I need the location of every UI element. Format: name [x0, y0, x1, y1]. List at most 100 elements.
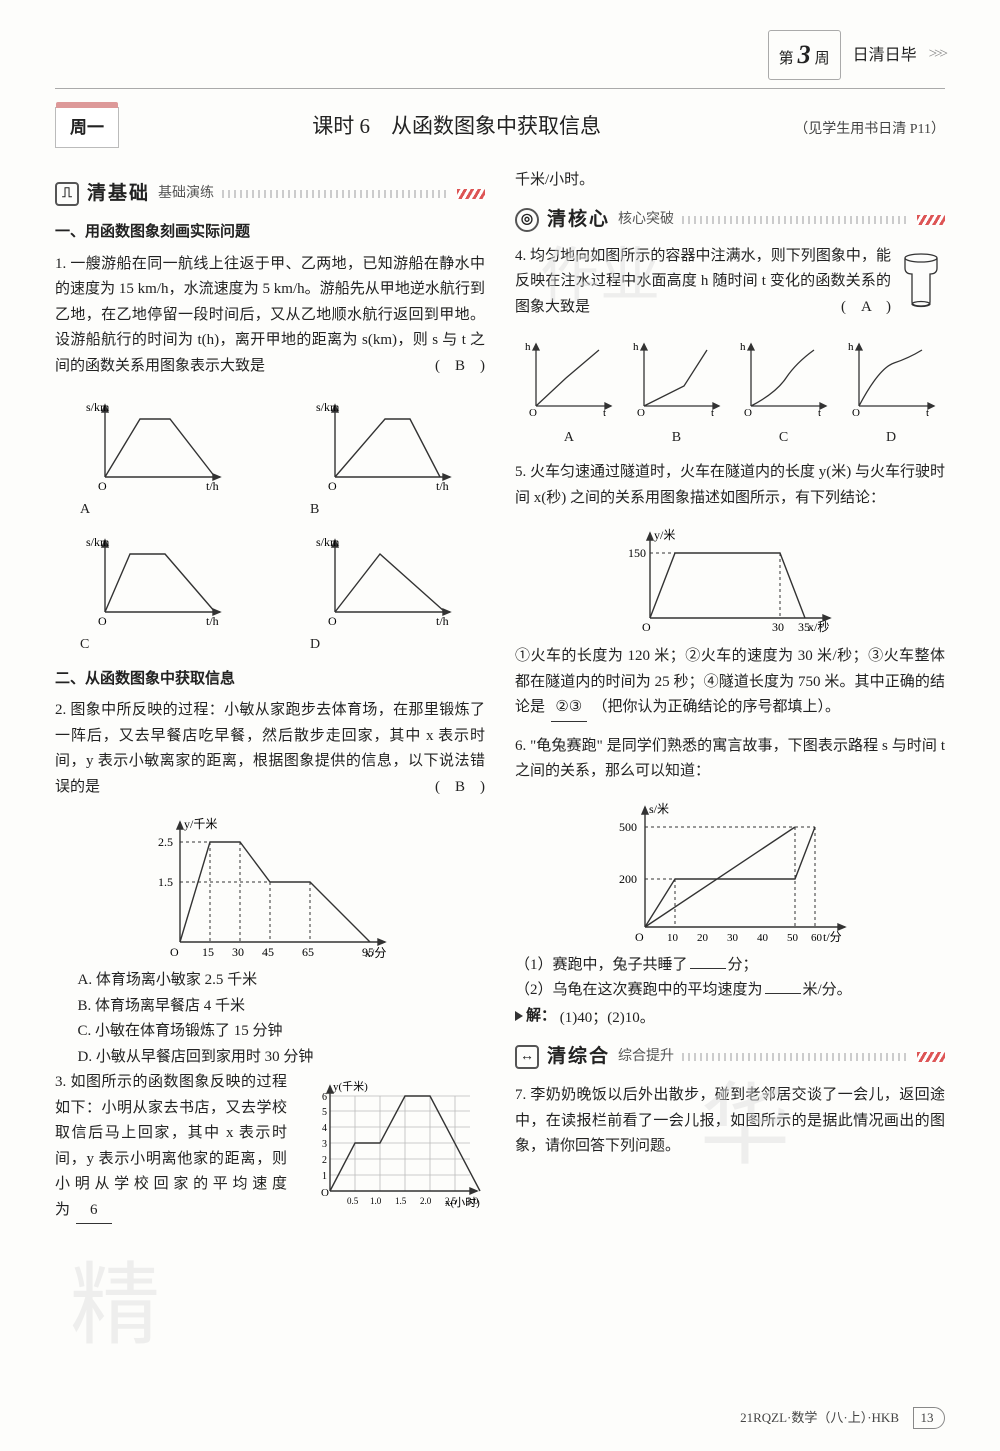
svg-text:50: 50: [787, 932, 799, 944]
svg-text:95: 95: [362, 945, 374, 959]
svg-text:30: 30: [772, 620, 784, 634]
svg-text:O: O: [170, 945, 179, 959]
svg-text:15: 15: [202, 945, 214, 959]
q2-opt-d: D. 小敏从早餐店回到家用时 30 分钟: [55, 1045, 485, 1071]
q6-graph: s/米 t/分 500 200 O 1020 3040 5060: [605, 797, 855, 947]
question-2: 2. 图象中所反映的过程：小敏从家跑步去体育场，在那里锻炼了一阵后，又去早餐店吃…: [55, 698, 485, 800]
q1-label-d: D: [310, 633, 460, 657]
content-columns: ⎍ 清基础 基础演练 一、用函数图象刻画实际问题 1. 一艘游船在同一航线上往返…: [55, 168, 945, 1236]
q2-opt-c: C. 小敏在体育场锻炼了 15 分钟: [55, 1019, 485, 1045]
q3-text: 3. 如图所示的函数图象反映的过程如下：小明从家去书店，又去学校取信后马上回家，…: [55, 1074, 287, 1218]
q4-container-icon: [897, 250, 945, 310]
q1-label-a: A: [80, 498, 230, 522]
right-column: 千米/小时。 ◎ 清核心 核心突破 4. 均匀地向如图所示的容器中注满水，则下列…: [515, 168, 945, 1236]
q2-graph: y/千米 x/分 2.5 1.5 O 15 30 45 65 95: [140, 812, 400, 962]
svg-text:30: 30: [232, 945, 244, 959]
svg-text:t: t: [711, 407, 714, 418]
svg-text:s/km: s/km: [316, 535, 340, 549]
q4-graph-d: h t O: [844, 338, 939, 418]
question-4: 4. 均匀地向如图所示的容器中注满水，则下列图象中，能反映在注水过程中水面高度 …: [515, 244, 945, 321]
subhead-2: 二、从函数图象中获取信息: [55, 667, 485, 693]
q2-answer: ( B ): [435, 775, 485, 801]
q1-label-c: C: [80, 633, 230, 657]
question-6: 6. "龟兔赛跑" 是同学们熟悉的寓言故事，下图表示路程 s 与时间 t 之间的…: [515, 734, 945, 785]
svg-text:h: h: [633, 341, 639, 353]
svg-text:3: 3: [322, 1139, 327, 1150]
svg-text:2: 2: [322, 1155, 327, 1166]
footer-code: 21RQZL·数学（八·上）·HKB: [740, 1407, 899, 1429]
section-comp-head: ↔ 清综合 综合提升: [515, 1041, 945, 1073]
svg-text:s/km: s/km: [316, 400, 340, 414]
lesson-ref: （见学生用书日清 P11）: [794, 118, 945, 142]
svg-text:O: O: [637, 407, 645, 418]
q6-solution: 解： (1)40；(2)10。: [515, 1004, 945, 1031]
svg-text:x/秒: x/秒: [808, 620, 829, 634]
svg-text:t/h: t/h: [206, 479, 219, 492]
svg-text:40: 40: [757, 932, 769, 944]
week-box: 第 3 周: [768, 30, 841, 80]
q6-part1: （1）赛跑中，兔子共睡了分；: [515, 953, 945, 979]
section-comp-sub: 综合提升: [618, 1045, 674, 1069]
q1-graphs: s/km t/h O A s/km t/h O B: [55, 391, 485, 657]
svg-text:4: 4: [322, 1123, 327, 1134]
q4-answer: ( A ): [841, 295, 891, 321]
triangle-icon: [515, 1011, 523, 1021]
stripe-end-icon: [457, 189, 485, 199]
week-suffix: 周: [815, 47, 830, 73]
svg-text:O: O: [635, 930, 644, 944]
svg-text:O: O: [328, 479, 337, 492]
q3-answer: 6: [76, 1198, 112, 1225]
svg-text:O: O: [328, 614, 337, 627]
page-header: 第 3 周 日清日毕 >>>: [55, 30, 945, 84]
q1-answer: ( B ): [435, 354, 485, 380]
stripe-icon: [682, 216, 909, 224]
week-prefix: 第: [779, 47, 794, 73]
svg-text:O: O: [321, 1187, 329, 1199]
lesson-title: 课时 6 从函数图象中获取信息: [137, 109, 776, 145]
svg-text:10: 10: [667, 932, 679, 944]
q6-text: 6. "龟兔赛跑" 是同学们熟悉的寓言故事，下图表示路程 s 与时间 t 之间的…: [515, 738, 945, 780]
question-5: 5. 火车匀速通过隧道时，火车在隧道内的长度 y(米) 与火车行驶时间 x(秒)…: [515, 460, 945, 511]
svg-text:2.0: 2.0: [420, 1196, 432, 1206]
section-core-head: ◎ 清核心 核心突破: [515, 204, 945, 236]
section-basic-head: ⎍ 清基础 基础演练: [55, 178, 485, 210]
svg-text:t/分: t/分: [823, 930, 842, 944]
section-basic-sub: 基础演练: [158, 182, 214, 206]
svg-text:s/km: s/km: [86, 400, 110, 414]
q2-opt-a: A. 体育场离小敏家 2.5 千米: [55, 968, 485, 994]
section-core-sub: 核心突破: [618, 208, 674, 232]
q7-text: 7. 李奶奶晚饭以后外出散步，碰到老邻居交谈了一会儿，返回途中，在读报栏前看了一…: [515, 1087, 945, 1154]
svg-text:20: 20: [697, 932, 709, 944]
stripe-end-icon: [917, 1052, 945, 1062]
q4-labels: AB CD: [515, 426, 945, 450]
q2-opt-b: B. 体育场离早餐店 4 千米: [55, 994, 485, 1020]
question-7: 7. 李奶奶晚饭以后外出散步，碰到老邻居交谈了一会儿，返回途中，在读报栏前看了一…: [515, 1083, 945, 1160]
svg-text:y/千米: y/千米: [184, 817, 217, 831]
svg-text:1.5: 1.5: [158, 875, 173, 889]
q5-graph: y/米 x/秒 150 O 30 35: [620, 523, 840, 638]
svg-text:2.5: 2.5: [158, 835, 173, 849]
stripe-icon: [682, 1053, 909, 1061]
svg-text:t: t: [603, 407, 606, 418]
target-icon: ◎: [515, 208, 539, 232]
svg-text:y/米: y/米: [654, 528, 675, 542]
svg-text:O: O: [642, 620, 651, 634]
q5-body: ①火车的长度为 120 米；②火车的速度为 30 米/秒；③火车整体都在隧道内的…: [515, 644, 945, 722]
svg-text:O: O: [98, 479, 107, 492]
page-number: 13: [913, 1407, 945, 1429]
stripe-icon: [222, 190, 449, 198]
svg-text:O: O: [98, 614, 107, 627]
svg-text:O: O: [852, 407, 860, 418]
q1-graph-b: s/km t/h O B: [310, 391, 460, 522]
svg-text:y(千米): y(千米): [333, 1080, 368, 1093]
swap-icon: ↔: [515, 1045, 539, 1069]
svg-text:t/h: t/h: [206, 614, 219, 627]
q1-text: 1. 一艘游船在同一航线上往返于甲、乙两地，已知游船在静水中的速度为 15 km…: [55, 256, 485, 374]
q5-answer: ②③: [551, 695, 587, 722]
section-comp-label: 清综合: [547, 1041, 610, 1073]
q4-graph-a: h t O: [521, 338, 616, 418]
svg-text:5: 5: [322, 1107, 327, 1118]
svg-text:2.5: 2.5: [445, 1196, 457, 1206]
svg-text:s/km: s/km: [86, 535, 110, 549]
q3-unit: 千米/小时。: [515, 168, 945, 194]
